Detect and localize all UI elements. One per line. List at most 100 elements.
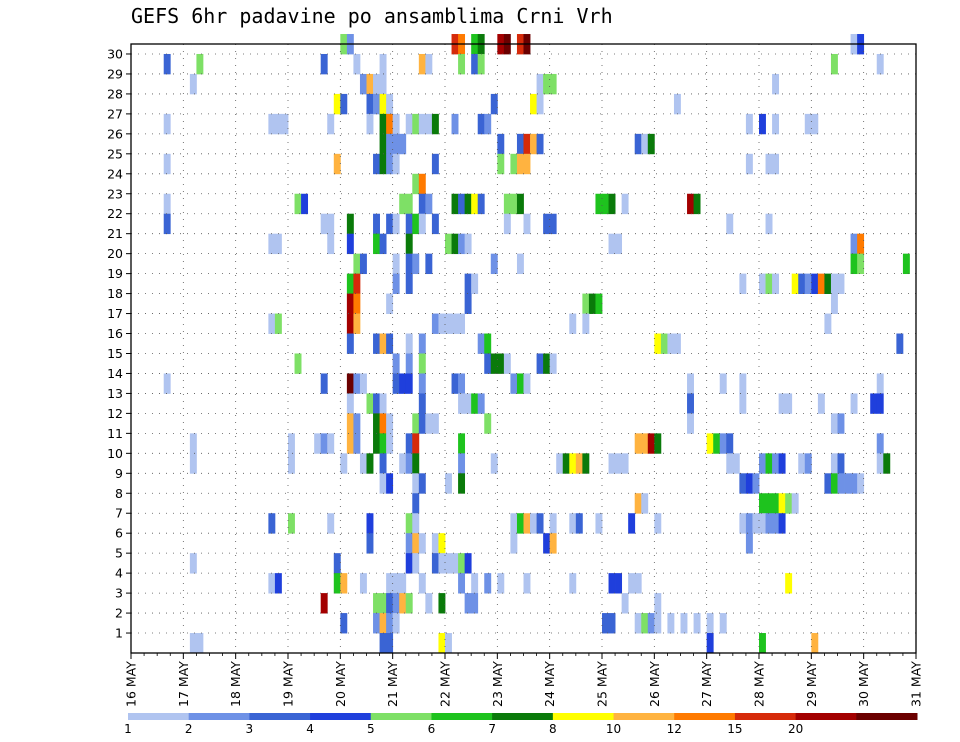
heatmap-cell xyxy=(386,93,394,115)
heatmap-cell xyxy=(346,333,354,354)
heatmap-cell xyxy=(830,293,838,314)
y-tick-label: 1 xyxy=(115,626,123,641)
heatmap-cell xyxy=(412,473,420,494)
heatmap-cell xyxy=(641,133,649,155)
heatmap-cell xyxy=(379,473,387,494)
heatmap-cell xyxy=(497,153,505,175)
heatmap-cell xyxy=(359,253,367,275)
heatmap-cell xyxy=(654,433,662,454)
x-axis: 16 MAY 17 MAY 18 MAY 19 MAY 20 MAY 21 MAY 22 M… xyxy=(124,653,924,707)
heatmap-cell xyxy=(516,133,524,155)
x-tick-label: 17 MAY xyxy=(176,661,191,707)
heatmap-cell xyxy=(379,73,387,95)
heatmap-cell xyxy=(804,453,812,474)
heatmap-cell xyxy=(458,393,466,414)
heatmap-cell xyxy=(536,513,544,534)
heatmap-cell xyxy=(706,633,714,654)
heatmap-cell xyxy=(876,373,884,394)
heatmap-cell xyxy=(830,473,838,494)
heatmap-cell xyxy=(399,573,407,594)
heatmap-cell xyxy=(425,253,433,275)
heatmap-cell xyxy=(726,453,734,474)
grid-layer xyxy=(131,44,916,653)
heatmap-cell xyxy=(647,433,655,454)
heatmap-cell xyxy=(386,153,394,175)
heatmap-cell xyxy=(359,453,367,474)
heatmap-cell xyxy=(745,473,753,494)
heatmap-cell xyxy=(680,613,688,634)
heatmap-cell xyxy=(379,613,387,634)
heatmap-cell xyxy=(431,533,439,554)
heatmap-cell xyxy=(857,253,865,275)
heatmap-cell xyxy=(687,413,694,434)
heatmap-cell xyxy=(379,593,387,614)
heatmap-cell xyxy=(366,113,374,135)
heatmap-cell xyxy=(405,593,413,614)
heatmap-cell xyxy=(268,513,276,534)
heatmap-cell xyxy=(464,393,472,414)
heatmap-cell xyxy=(320,53,328,75)
heatmap-cell xyxy=(608,453,616,474)
heatmap-cell xyxy=(497,353,505,374)
heatmap-cell xyxy=(327,433,335,454)
heatmap-cell xyxy=(458,193,466,215)
heatmap-cell xyxy=(588,293,596,314)
heatmap-cell xyxy=(405,373,413,394)
y-tick-label: 10 xyxy=(107,446,123,461)
heatmap-cell xyxy=(850,233,858,255)
heatmap-cell xyxy=(353,373,361,394)
heatmap-cell xyxy=(536,353,544,374)
heatmap-cell xyxy=(327,213,335,235)
heatmap-cell xyxy=(405,273,413,294)
heatmap-cell xyxy=(654,593,662,614)
heatmap-cell xyxy=(471,573,479,594)
legend-swatch xyxy=(370,713,432,720)
heatmap-cell xyxy=(346,293,354,314)
heatmap-cell xyxy=(392,373,400,394)
y-tick-label: 25 xyxy=(107,146,123,161)
heatmap-cell xyxy=(785,573,793,594)
heatmap-cell xyxy=(772,513,780,534)
heatmap-cell xyxy=(458,53,466,75)
heatmap-cell xyxy=(595,293,603,314)
heatmap-cell xyxy=(490,253,498,275)
heatmap-cell xyxy=(412,433,420,454)
heatmap-cell xyxy=(386,473,394,494)
heatmap-cell xyxy=(693,613,701,634)
heatmap-cell xyxy=(595,513,603,534)
heatmap-cell xyxy=(883,453,891,474)
heatmap-cell xyxy=(451,373,459,394)
y-tick-label: 23 xyxy=(107,186,123,201)
heatmap-cell xyxy=(373,593,380,614)
heatmap-cell xyxy=(431,413,439,434)
heatmap-cell xyxy=(765,213,773,235)
heatmap-cell xyxy=(778,493,786,514)
heatmap-cell xyxy=(458,573,466,594)
heatmap-cell xyxy=(477,53,485,75)
heatmap-cell xyxy=(667,613,675,634)
heatmap-cell xyxy=(490,453,498,474)
heatmap-cell xyxy=(373,213,380,235)
heatmap-cell xyxy=(608,573,616,594)
heatmap-cell xyxy=(418,113,426,135)
heatmap-cell xyxy=(634,613,642,634)
heatmap-cell xyxy=(386,133,394,155)
y-tick-label: 17 xyxy=(107,306,123,321)
heatmap-cell xyxy=(405,533,413,554)
heatmap-cell xyxy=(438,313,446,334)
legend-label: 4 xyxy=(306,722,314,736)
heatmap-cell xyxy=(346,313,354,334)
legend-swatch xyxy=(492,713,554,720)
heatmap-cell xyxy=(817,393,825,414)
heatmap-cell xyxy=(353,53,361,75)
y-tick-label: 24 xyxy=(107,166,123,181)
heatmap-cell xyxy=(405,253,413,275)
heatmap-cell xyxy=(163,53,171,75)
heatmap-cell xyxy=(543,73,551,95)
heatmap-cell xyxy=(772,453,780,474)
heatmap-cell xyxy=(386,593,394,614)
heatmap-cell xyxy=(713,433,721,454)
heatmap-cell xyxy=(458,473,466,494)
heatmap-cell xyxy=(418,193,426,215)
heatmap-cell xyxy=(163,193,171,215)
